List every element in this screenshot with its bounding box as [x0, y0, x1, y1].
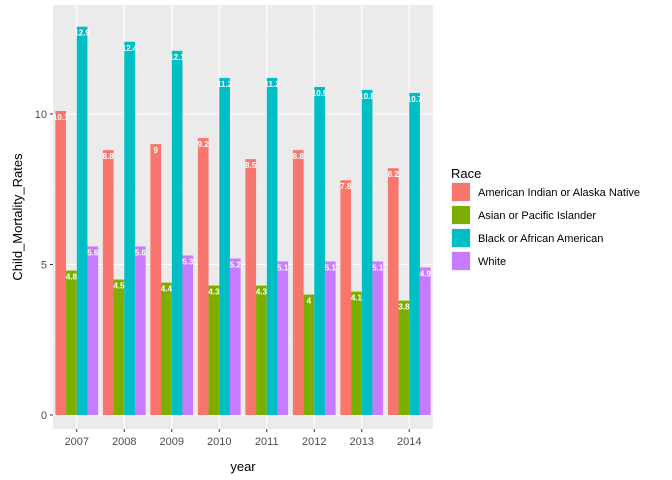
data-label: 5.1: [372, 263, 384, 272]
bar: [277, 261, 289, 415]
legend: Race American Indian or Alaska Native Asi…: [451, 166, 640, 271]
data-label: 11.2: [265, 80, 281, 89]
bar: [372, 261, 384, 415]
data-label: 7.8: [340, 182, 352, 191]
bar: [76, 26, 88, 416]
y-tick-label: 10: [35, 109, 47, 121]
bar: [102, 150, 114, 415]
bar: [182, 255, 194, 415]
data-label: 8.2: [388, 170, 400, 179]
bar: [303, 294, 315, 415]
legend-swatch: [452, 252, 470, 270]
x-axis-ticks: 2007 2008 2009 2010 2011 2012 2013 2014: [65, 429, 421, 448]
x-tick-label: 2007: [65, 436, 89, 448]
data-label: 4.1: [351, 294, 363, 303]
x-tick-label: 2014: [397, 436, 421, 448]
data-label: 9.2: [198, 140, 210, 149]
data-label: 4.3: [208, 288, 220, 297]
data-label: 12.4: [122, 44, 138, 53]
data-label: 8.8: [293, 152, 305, 161]
bar: [398, 300, 410, 415]
bar: [419, 267, 431, 415]
legend-label: Black or African American: [478, 233, 603, 245]
y-axis-ticks: 0 5 10: [35, 109, 53, 422]
bar: [387, 168, 399, 415]
data-label: 5.1: [325, 263, 337, 272]
bar: [124, 41, 135, 415]
data-label: 11.2: [217, 80, 233, 89]
data-label: 9: [153, 146, 158, 155]
x-axis-title: year: [230, 459, 256, 474]
bar: [55, 110, 67, 416]
data-label: 5.1: [277, 263, 289, 272]
y-tick-label: 5: [41, 260, 47, 272]
bar: [361, 89, 373, 416]
bar: [292, 150, 304, 415]
bar: [113, 279, 125, 415]
data-labels: 10.1 8.8 9 9.2 8.5 8.8 7.8 8.2 4.8 4.5 4.4 4.3 4.3 4 4…: [53, 29, 431, 312]
legend-swatch: [452, 206, 470, 224]
data-label: 4.4: [161, 285, 173, 294]
data-label: 3.8: [398, 303, 410, 312]
bar: [150, 144, 162, 415]
data-label: 10.1: [53, 113, 69, 122]
data-label: 4.5: [113, 282, 125, 291]
y-tick-label: 0: [41, 410, 47, 422]
x-tick-label: 2010: [207, 436, 231, 448]
bar: [66, 270, 77, 415]
x-tick-label: 2012: [302, 436, 326, 448]
x-tick-label: 2011: [255, 436, 279, 448]
bar: [87, 246, 99, 415]
legend-title: Race: [451, 166, 481, 181]
bar: [161, 282, 172, 415]
bar: [208, 285, 220, 415]
bar: [324, 261, 336, 415]
bar: [171, 50, 183, 415]
data-label: 4.8: [66, 273, 78, 282]
bar: [219, 77, 230, 415]
bar: [409, 92, 420, 416]
data-label: 10.9: [312, 89, 328, 98]
data-label: 5.6: [135, 248, 147, 257]
x-tick-label: 2009: [160, 436, 184, 448]
data-label: 5.6: [87, 248, 99, 257]
bar: [256, 285, 267, 415]
data-label: 8.8: [103, 152, 115, 161]
data-label: 12.1: [169, 53, 185, 62]
data-label: 5.2: [230, 260, 242, 269]
legend-swatch: [452, 229, 470, 247]
legend-label: American Indian or Alaska Native: [478, 187, 640, 199]
x-tick-label: 2008: [112, 436, 136, 448]
legend-label: White: [478, 256, 506, 268]
legend-label: Asian or Pacific Islander: [478, 210, 596, 222]
x-tick-label: 2013: [350, 436, 374, 448]
data-label: 12.9: [74, 29, 90, 38]
bar: [351, 291, 362, 415]
bar: [229, 258, 241, 415]
bars: [55, 26, 431, 416]
data-label: 5.3: [182, 257, 194, 266]
bar: [134, 246, 146, 415]
data-label: 8.5: [245, 161, 257, 170]
bar: [266, 77, 278, 415]
data-label: 4.9: [420, 270, 432, 279]
bar: [245, 159, 257, 415]
data-label: 4: [307, 297, 312, 306]
data-label: 4.3: [256, 288, 268, 297]
data-label: 10.7: [407, 95, 423, 104]
y-axis-title: Child_Mortality_Rates: [10, 153, 25, 281]
bar: [314, 86, 325, 415]
bar: [340, 180, 352, 415]
data-label: 10.8: [359, 92, 375, 101]
legend-swatch: [452, 183, 470, 201]
bar: [197, 138, 209, 415]
